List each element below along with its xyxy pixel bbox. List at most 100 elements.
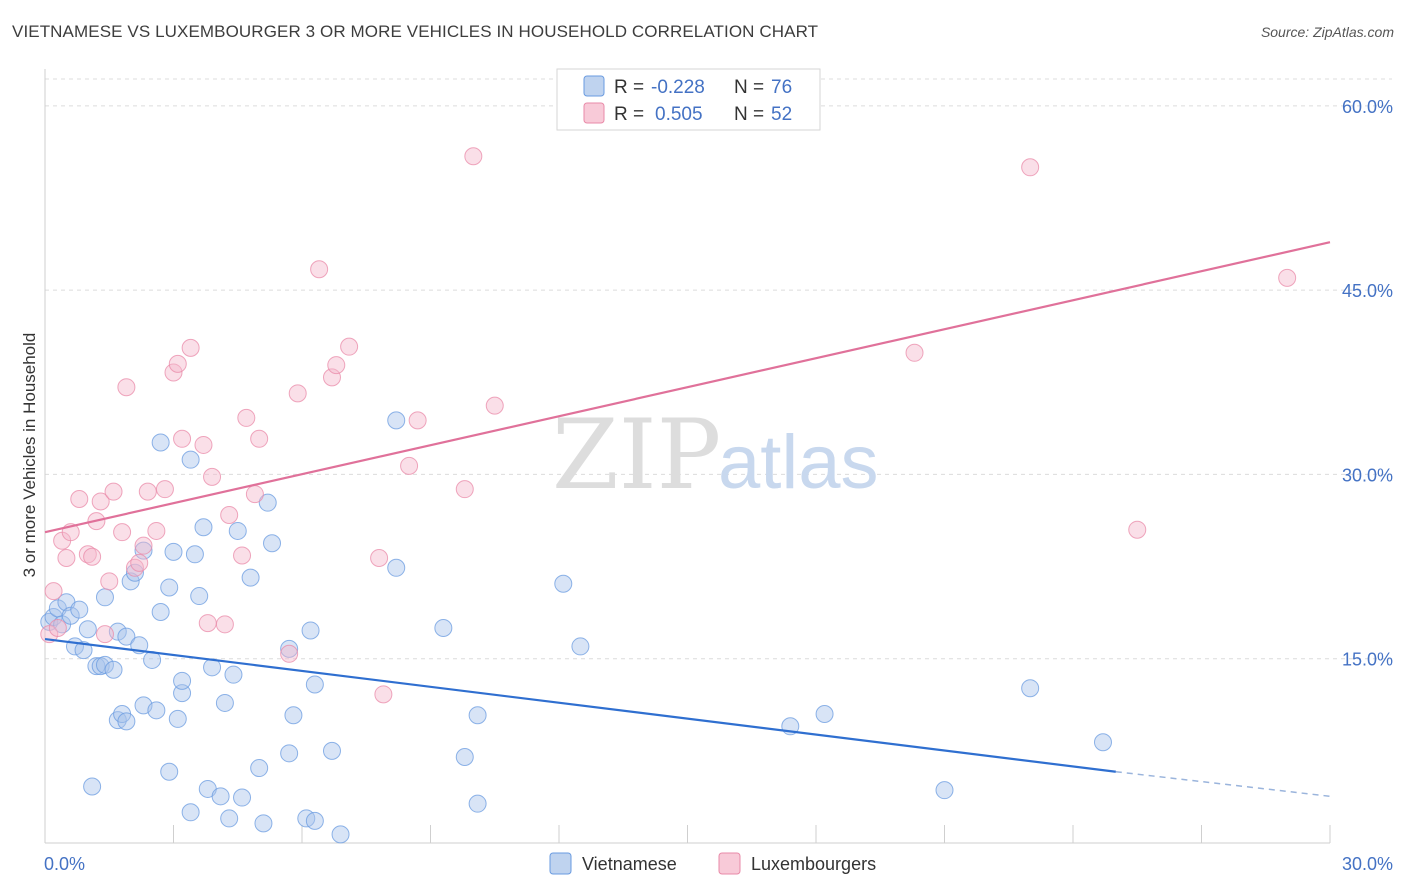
point-luxembourgers bbox=[245, 485, 264, 504]
y-tick-labels: 15.0% 30.0% 45.0% 60.0% bbox=[1342, 97, 1393, 670]
point-luxembourgers bbox=[400, 456, 419, 475]
y-tick-label: 45.0% bbox=[1342, 281, 1393, 301]
point-vietnamese bbox=[78, 620, 97, 639]
y-tick-label: 15.0% bbox=[1342, 650, 1393, 670]
point-luxembourgers bbox=[168, 354, 187, 373]
point-vietnamese bbox=[280, 639, 299, 658]
point-vietnamese bbox=[387, 411, 406, 430]
point-vietnamese bbox=[254, 814, 273, 833]
point-luxembourgers bbox=[203, 467, 222, 486]
point-vietnamese bbox=[455, 748, 474, 766]
point-vietnamese bbox=[211, 787, 230, 806]
legend-n-value-1: 52 bbox=[771, 104, 792, 125]
point-vietnamese bbox=[151, 603, 170, 622]
point-luxembourgers bbox=[408, 411, 427, 430]
point-vietnamese bbox=[117, 627, 136, 646]
point-luxembourgers bbox=[237, 408, 256, 427]
point-luxembourgers bbox=[173, 429, 192, 448]
source-credit: Source: ZipAtlas.com bbox=[1260, 24, 1394, 40]
point-luxembourgers bbox=[44, 582, 63, 601]
point-luxembourgers bbox=[147, 521, 166, 540]
point-vietnamese bbox=[147, 701, 166, 720]
point-vietnamese bbox=[554, 574, 573, 593]
legend-swatch-luxembourgers bbox=[583, 102, 605, 124]
point-luxembourgers bbox=[83, 547, 102, 566]
point-vietnamese bbox=[241, 568, 260, 587]
point-vietnamese bbox=[70, 600, 89, 619]
point-vietnamese bbox=[160, 762, 179, 781]
x-tick-labels: 0.0% 30.0% bbox=[44, 854, 1393, 874]
chart-title: VIETNAMESE VS LUXEMBOURGER 3 OR MORE VEH… bbox=[12, 22, 819, 41]
point-vietnamese bbox=[181, 803, 200, 822]
point-luxembourgers bbox=[1128, 520, 1147, 539]
legend-n-label-0: N = bbox=[734, 77, 764, 98]
point-luxembourgers bbox=[164, 363, 183, 382]
bottom-legend-swatch-luxembourgers bbox=[718, 852, 741, 875]
point-luxembourgers bbox=[220, 505, 239, 524]
bottom-legend-label-vietnamese: Vietnamese bbox=[582, 854, 677, 874]
point-vietnamese bbox=[220, 809, 239, 828]
y-tick-label: 60.0% bbox=[1342, 97, 1393, 117]
data-points bbox=[40, 147, 1297, 844]
point-luxembourgers bbox=[340, 337, 359, 356]
point-vietnamese bbox=[83, 777, 102, 796]
legend-r-value-1: 0.505 bbox=[655, 104, 703, 125]
legend-r-value-0: -0.228 bbox=[651, 77, 705, 98]
point-vietnamese bbox=[250, 759, 269, 778]
legend: R = -0.228 N = 76 R = 0.505 N = 52 bbox=[556, 68, 821, 131]
point-vietnamese bbox=[263, 534, 282, 553]
point-luxembourgers bbox=[181, 338, 200, 357]
point-luxembourgers bbox=[455, 480, 474, 499]
point-vietnamese bbox=[194, 518, 213, 537]
point-vietnamese bbox=[305, 675, 324, 694]
point-luxembourgers bbox=[134, 536, 153, 555]
point-luxembourgers bbox=[100, 572, 119, 591]
point-luxembourgers bbox=[288, 384, 307, 403]
trend-extension-vietnamese bbox=[1115, 770, 1331, 798]
point-luxembourgers bbox=[48, 619, 67, 637]
point-luxembourgers bbox=[310, 260, 329, 279]
point-vietnamese bbox=[95, 588, 114, 607]
point-luxembourgers bbox=[250, 429, 269, 448]
point-luxembourgers bbox=[194, 435, 213, 454]
point-luxembourgers bbox=[117, 378, 136, 397]
point-vietnamese bbox=[215, 693, 234, 712]
point-vietnamese bbox=[571, 637, 590, 656]
legend-n-value-0: 76 bbox=[771, 77, 792, 98]
point-vietnamese bbox=[280, 744, 299, 763]
x-tick-label-max: 30.0% bbox=[1342, 854, 1393, 874]
point-luxembourgers bbox=[138, 482, 157, 501]
point-vietnamese bbox=[387, 558, 406, 577]
point-vietnamese bbox=[228, 521, 247, 540]
point-luxembourgers bbox=[233, 546, 252, 565]
point-vietnamese bbox=[224, 665, 243, 684]
point-vietnamese bbox=[935, 781, 954, 800]
point-luxembourgers bbox=[104, 482, 123, 501]
point-luxembourgers bbox=[130, 553, 149, 572]
point-vietnamese bbox=[125, 563, 144, 582]
point-luxembourgers bbox=[485, 396, 504, 415]
trend-lines bbox=[44, 241, 1331, 798]
point-vietnamese bbox=[173, 684, 192, 703]
y-tick-label: 30.0% bbox=[1342, 465, 1393, 485]
point-vietnamese bbox=[121, 572, 140, 591]
point-vietnamese bbox=[160, 578, 179, 597]
point-luxembourgers bbox=[370, 548, 389, 567]
point-vietnamese bbox=[815, 705, 834, 723]
point-luxembourgers bbox=[374, 685, 393, 704]
point-luxembourgers bbox=[327, 356, 346, 375]
legend-swatch-vietnamese bbox=[583, 75, 605, 97]
point-vietnamese bbox=[168, 709, 187, 728]
point-luxembourgers bbox=[57, 548, 76, 567]
bottom-legend-swatch-vietnamese bbox=[549, 852, 572, 875]
point-luxembourgers bbox=[155, 480, 174, 499]
point-vietnamese bbox=[434, 619, 453, 637]
point-luxembourgers bbox=[1278, 268, 1297, 287]
bottom-legend-label-luxembourgers: Luxembourgers bbox=[751, 854, 876, 874]
point-vietnamese bbox=[151, 433, 170, 452]
legend-r-label-1: R = bbox=[614, 104, 644, 125]
point-vietnamese bbox=[322, 741, 341, 760]
trend-line-luxembourgers bbox=[44, 241, 1331, 534]
point-vietnamese bbox=[1021, 679, 1040, 698]
